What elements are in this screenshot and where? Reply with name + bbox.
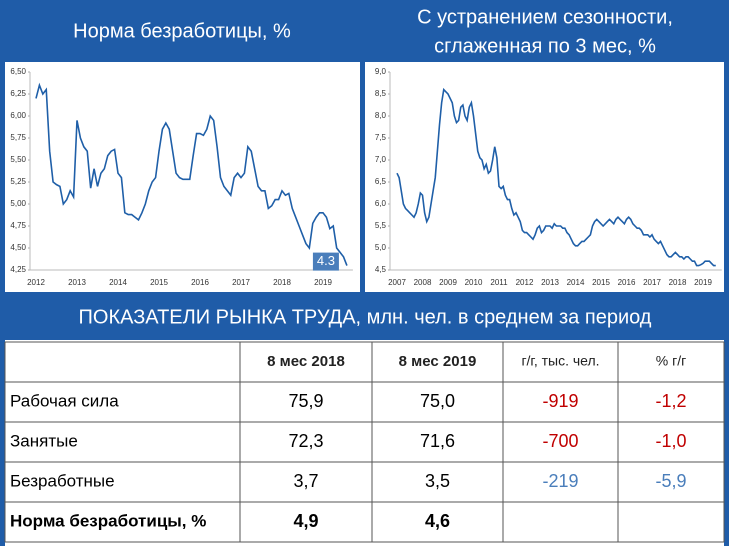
y-tick-label: 5,00: [10, 199, 26, 208]
x-tick-label: 2015: [150, 278, 168, 287]
x-tick-label: 2014: [109, 278, 127, 287]
right-panel: [365, 62, 724, 292]
y-tick-label: 8,0: [375, 111, 387, 120]
x-tick-label: 2011: [490, 278, 508, 287]
table-cell: -700: [542, 431, 578, 451]
y-tick-label: 9,0: [375, 67, 387, 76]
x-tick-label: 2017: [643, 278, 661, 287]
y-tick-label: 6,00: [10, 111, 26, 120]
x-tick-label: 2010: [465, 278, 483, 287]
annotation: 4.3: [317, 253, 335, 268]
column-header: 8 мес 2019: [399, 353, 477, 370]
table-cell: 75,9: [288, 391, 323, 411]
x-tick-label: 2012: [516, 278, 534, 287]
x-tick-label: 2019: [314, 278, 332, 287]
row-label: Рабочая сила: [10, 391, 119, 410]
table-cell: 71,6: [420, 431, 455, 451]
x-tick-label: 2009: [439, 278, 457, 287]
row-label: Безработные: [10, 471, 115, 490]
y-tick-label: 6,50: [10, 67, 26, 76]
y-tick-label: 6,5: [375, 177, 387, 186]
column-header: 8 мес 2018: [267, 353, 345, 370]
table-cell: -219: [542, 471, 578, 491]
table-cell: 72,3: [288, 431, 323, 451]
x-tick-label: 2008: [414, 278, 432, 287]
y-tick-label: 4,75: [10, 221, 26, 230]
x-tick-label: 2007: [388, 278, 406, 287]
x-tick-label: 2014: [567, 278, 585, 287]
table-cell: -1,2: [655, 391, 686, 411]
y-tick-label: 5,25: [10, 177, 26, 186]
annotation-box: [312, 252, 339, 271]
table-cell: 75,0: [420, 391, 455, 411]
table-cell: -1,0: [655, 431, 686, 451]
column-header: % г/г: [656, 353, 686, 369]
section-title: ПОКАЗАТЕЛИ РЫНКА ТРУДА, млн. чел. в сред…: [79, 306, 652, 328]
x-tick-label: 2013: [68, 278, 86, 287]
right-title: С устранением сезонности,: [417, 6, 673, 28]
x-tick-label: 2015: [592, 278, 610, 287]
y-tick-label: 4,25: [10, 265, 26, 274]
y-tick-label: 5,75: [10, 133, 26, 142]
x-tick-label: 2016: [618, 278, 636, 287]
y-tick-label: 5,5: [375, 221, 387, 230]
table-cell: 4,9: [293, 511, 318, 531]
y-tick-label: 6,25: [10, 89, 26, 98]
left-title: Норма безработицы, %: [73, 20, 291, 42]
right-title: сглаженная по 3 мес, %: [434, 35, 656, 57]
line: [35, 82, 348, 266]
x-tick-label: 2013: [541, 278, 559, 287]
table-cell: 3,7: [293, 471, 318, 491]
y-tick-label: 7,0: [375, 155, 387, 164]
x-tick-label: 2018: [669, 278, 687, 287]
x-tick-label: 2016: [191, 278, 209, 287]
column-header: г/г, тыс. чел.: [521, 353, 599, 369]
x-tick-label: 2019: [694, 278, 712, 287]
y-tick-label: 5,50: [10, 155, 26, 164]
line: [396, 87, 716, 267]
row-label: Норма безработицы, %: [10, 511, 206, 530]
table-cell: -5,9: [655, 471, 686, 491]
table-cell: -919: [542, 391, 578, 411]
y-tick-label: 8,5: [375, 89, 387, 98]
left-panel: [5, 62, 360, 292]
y-tick-label: 4,5: [375, 265, 387, 274]
table-cell: 3,5: [425, 471, 450, 491]
x-tick-label: 2018: [273, 278, 291, 287]
y-tick-label: 5,0: [375, 243, 387, 252]
y-tick-label: 7,5: [375, 133, 387, 142]
row-label: Занятые: [10, 431, 78, 450]
table-cell: 4,6: [425, 511, 450, 531]
x-tick-label: 2012: [27, 278, 45, 287]
table-bg: [5, 340, 724, 546]
x-tick-label: 2017: [232, 278, 250, 287]
y-tick-label: 6,0: [375, 199, 387, 208]
y-tick-label: 4,50: [10, 243, 26, 252]
